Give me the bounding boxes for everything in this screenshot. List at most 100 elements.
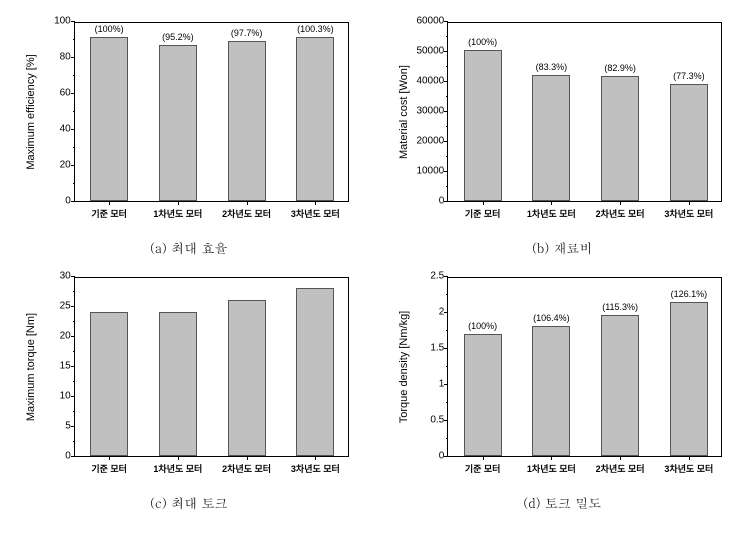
ytick-mark <box>444 51 448 52</box>
bar <box>228 41 266 201</box>
xtick-mark <box>483 201 484 205</box>
chart-panel-b: 0100002000030000400005000060000(100%)기준 … <box>386 12 740 257</box>
chart-area: 0100002000030000400005000060000(100%)기준 … <box>392 12 732 232</box>
bar <box>464 50 502 202</box>
ytick-mark <box>444 276 448 277</box>
bar-value-label: (82.9%) <box>604 63 636 73</box>
panel-caption: (c) 최대 토크 <box>150 493 228 512</box>
plot-frame: 020406080100(100%)기준 모터(95.2%)1차년도 모터(97… <box>74 22 349 202</box>
yminor-mark <box>73 351 75 352</box>
ytick-mark <box>444 456 448 457</box>
bar-value-label: (100%) <box>95 24 124 34</box>
bar-value-label: (100%) <box>468 321 497 331</box>
xtick-mark <box>247 201 248 205</box>
ytick-mark <box>444 312 448 313</box>
xtick-mark <box>109 201 110 205</box>
ytick-label: 40 <box>60 124 71 135</box>
ytick-label: 10000 <box>416 166 444 177</box>
ytick-label: 1 <box>439 379 445 390</box>
bar <box>601 315 639 456</box>
ytick-mark <box>71 201 75 202</box>
category-label: 1차년도 모터 <box>527 207 576 220</box>
category-label: 3차년도 모터 <box>664 207 713 220</box>
yminor-mark <box>446 366 448 367</box>
xtick-mark <box>109 456 110 460</box>
category-label: 2차년도 모터 <box>596 207 645 220</box>
bar <box>228 300 266 456</box>
bar <box>296 37 334 201</box>
y-axis-label: Torque density [Nm/kg] <box>398 311 410 424</box>
ytick-label: 60000 <box>416 16 444 27</box>
xtick-mark <box>178 201 179 205</box>
panel-caption: (a) 최대 효율 <box>150 238 228 257</box>
chart-grid: 020406080100(100%)기준 모터(95.2%)1차년도 모터(97… <box>12 12 739 512</box>
bar-value-label: (95.2%) <box>162 32 194 42</box>
bar-value-label: (106.4%) <box>533 313 570 323</box>
yminor-mark <box>73 111 75 112</box>
bar <box>670 84 708 201</box>
xtick-mark <box>483 456 484 460</box>
yminor-mark <box>73 147 75 148</box>
ytick-mark <box>444 384 448 385</box>
xtick-mark <box>689 456 690 460</box>
yminor-mark <box>73 411 75 412</box>
y-axis-label: Material cost [Won] <box>398 65 410 159</box>
ytick-mark <box>71 93 75 94</box>
bar <box>159 312 197 456</box>
bar <box>296 288 334 456</box>
xtick-mark <box>178 456 179 460</box>
yminor-mark <box>446 126 448 127</box>
chart-panel-a: 020406080100(100%)기준 모터(95.2%)1차년도 모터(97… <box>12 12 366 257</box>
category-label: 2차년도 모터 <box>222 207 271 220</box>
bar <box>670 302 708 456</box>
ytick-mark <box>71 57 75 58</box>
bar <box>464 334 502 456</box>
yminor-mark <box>446 438 448 439</box>
category-label: 1차년도 모터 <box>527 462 576 475</box>
yminor-mark <box>73 381 75 382</box>
chart-panel-c: 051015202530기준 모터1차년도 모터2차년도 모터3차년도 모터Ma… <box>12 267 366 512</box>
bar-value-label: (115.3%) <box>602 302 638 312</box>
category-label: 기준 모터 <box>465 462 501 475</box>
ytick-label: 40000 <box>416 76 444 87</box>
ytick-label: 2.5 <box>430 271 444 282</box>
category-label: 기준 모터 <box>91 207 127 220</box>
ytick-label: 0 <box>65 196 71 207</box>
yminor-mark <box>73 441 75 442</box>
ytick-mark <box>71 165 75 166</box>
ytick-label: 30 <box>60 271 71 282</box>
panel-caption: (d) 토크 밀도 <box>523 493 601 512</box>
ytick-label: 0 <box>439 451 445 462</box>
yminor-mark <box>73 291 75 292</box>
ytick-label: 100 <box>54 16 71 27</box>
ytick-label: 25 <box>60 301 71 312</box>
yminor-mark <box>446 96 448 97</box>
yminor-mark <box>73 183 75 184</box>
yminor-mark <box>446 66 448 67</box>
yminor-mark <box>73 321 75 322</box>
ytick-label: 20 <box>60 160 71 171</box>
xtick-mark <box>315 201 316 205</box>
ytick-mark <box>71 276 75 277</box>
ytick-label: 15 <box>60 361 71 372</box>
bar-value-label: (77.3%) <box>673 71 705 81</box>
yminor-mark <box>446 36 448 37</box>
ytick-mark <box>71 306 75 307</box>
category-label: 기준 모터 <box>91 462 127 475</box>
bar-value-label: (83.3%) <box>536 62 568 72</box>
xtick-mark <box>551 456 552 460</box>
chart-area: 00.511.522.5(100%)기준 모터(106.4%)1차년도 모터(1… <box>392 267 732 487</box>
ytick-mark <box>444 201 448 202</box>
xtick-mark <box>551 201 552 205</box>
plot-frame: 051015202530기준 모터1차년도 모터2차년도 모터3차년도 모터 <box>74 277 349 457</box>
xtick-mark <box>620 201 621 205</box>
chart-area: 051015202530기준 모터1차년도 모터2차년도 모터3차년도 모터Ma… <box>19 267 359 487</box>
category-label: 1차년도 모터 <box>153 462 202 475</box>
bar <box>90 37 128 201</box>
yminor-mark <box>446 330 448 331</box>
bar <box>159 45 197 201</box>
bar-value-label: (100.3%) <box>297 24 334 34</box>
category-label: 3차년도 모터 <box>291 207 340 220</box>
bar <box>90 312 128 456</box>
ytick-mark <box>71 129 75 130</box>
